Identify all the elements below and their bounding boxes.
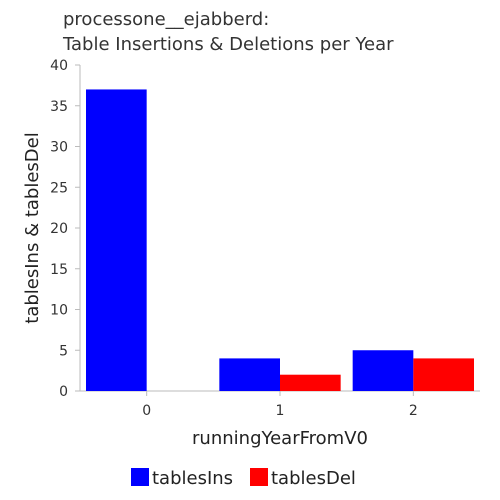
x-tick-label: 0 — [142, 403, 151, 419]
bar-tablesDel-1 — [280, 374, 341, 391]
y-tick-label: 5 — [59, 343, 68, 359]
y-axis-label: tablesIns & tablesDel — [22, 132, 43, 323]
legend: tablesIns tablesDel — [131, 468, 356, 489]
bar-tablesIns-2 — [352, 350, 414, 391]
legend-label-tablesDel: tablesDel — [271, 468, 356, 489]
legend-swatch-tablesIns — [131, 468, 149, 486]
bar-tablesDel-2 — [413, 358, 474, 391]
y-tick-label: 30 — [50, 140, 68, 156]
bar-tablesIns-1 — [219, 358, 280, 391]
bars — [86, 89, 474, 391]
x-tick-label: 2 — [409, 403, 418, 419]
chart-title-line-2: Table Insertions & Deletions per Year — [62, 34, 394, 55]
y-tick-label: 0 — [59, 384, 68, 400]
legend-swatch-tablesDel — [250, 468, 268, 486]
bar-tablesIns-0 — [86, 89, 147, 391]
y-ticks: 0 5 10 15 20 25 30 35 40 — [50, 58, 80, 400]
legend-label-tablesIns: tablesIns — [152, 468, 233, 489]
x-ticks: 0 1 2 — [142, 391, 418, 419]
x-tick-label: 1 — [276, 403, 285, 419]
y-tick-label: 15 — [50, 262, 68, 278]
chart-title-line-1: processone__ejabberd: — [63, 9, 269, 30]
y-tick-label: 20 — [50, 221, 68, 237]
x-axis-label: runningYearFromV0 — [192, 428, 368, 449]
y-tick-label: 35 — [50, 99, 68, 115]
y-tick-label: 40 — [50, 58, 68, 74]
y-tick-label: 10 — [50, 303, 68, 319]
y-tick-label: 25 — [50, 180, 68, 196]
